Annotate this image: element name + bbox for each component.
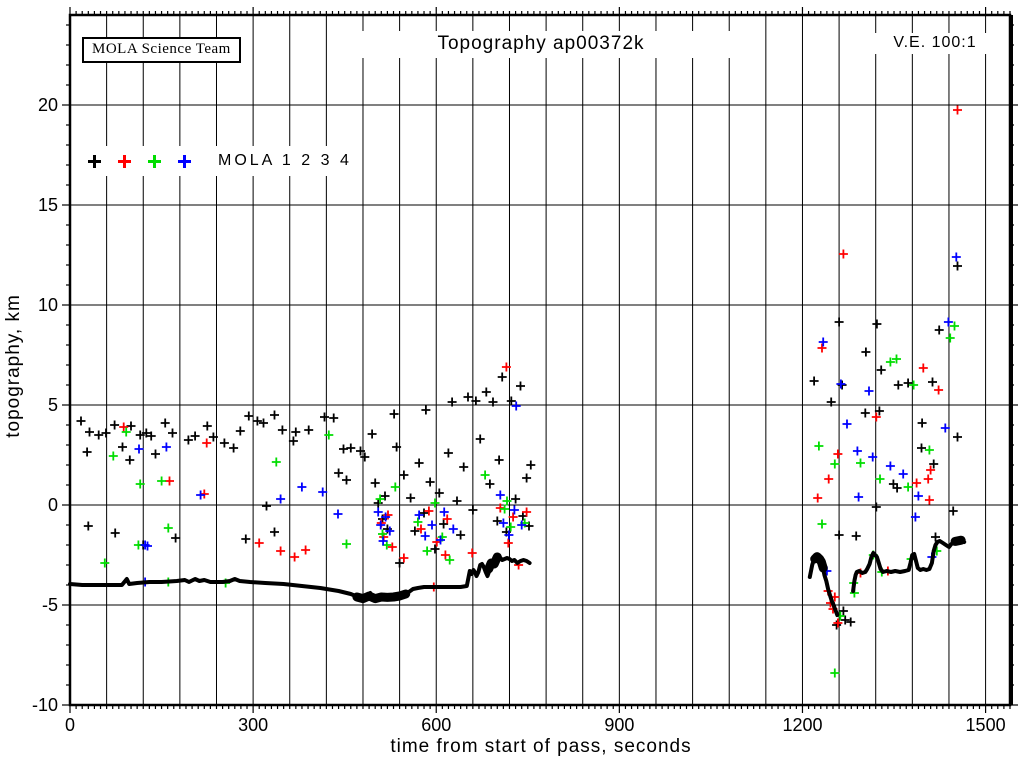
- y-tick-labels: -10 -5 0 5 10 15 20: [32, 95, 58, 715]
- svg-text:-5: -5: [42, 595, 58, 615]
- x-tick-labels: 0 300 600 900 1200 1500: [65, 715, 1006, 735]
- vertical-exaggeration-label: V.E. 100:1: [870, 33, 1000, 54]
- legend-label: MOLA 1 2 3 4: [218, 152, 352, 169]
- svg-text:5: 5: [48, 395, 58, 415]
- x-axis-label: time from start of pass, seconds: [390, 736, 692, 757]
- plus-marker-icon: [88, 154, 101, 168]
- svg-text:20: 20: [38, 95, 58, 115]
- scatter-series-mola-3: [100, 321, 959, 678]
- scatter-series-mola-1: [76, 261, 962, 630]
- svg-text:0: 0: [48, 495, 58, 515]
- svg-text:0: 0: [65, 715, 75, 735]
- grid-lines: [70, 15, 1010, 705]
- svg-text:-10: -10: [32, 695, 58, 715]
- svg-text:10: 10: [38, 295, 58, 315]
- chart-title: Topography ap00372k: [341, 31, 741, 58]
- plot-frame: [68, 13, 1013, 707]
- plus-marker-icon: [118, 154, 131, 168]
- svg-text:1200: 1200: [782, 715, 822, 735]
- topography-trace: [68, 535, 967, 617]
- axis-ticks: [62, 7, 1018, 713]
- svg-text:15: 15: [38, 195, 58, 215]
- scatter-series-mola-2: [119, 105, 962, 628]
- scatter-series-mola-4: [134, 252, 961, 587]
- plus-marker-icon: [178, 154, 191, 168]
- legend: MOLA 1 2 3 4: [86, 146, 362, 176]
- credit-box: MOLA Science Team: [82, 37, 241, 63]
- svg-text:900: 900: [604, 715, 634, 735]
- plus-marker-icon: [148, 154, 161, 168]
- y-axis-label: topography, km: [3, 294, 24, 438]
- svg-text:300: 300: [238, 715, 268, 735]
- svg-text:600: 600: [421, 715, 451, 735]
- svg-text:1500: 1500: [966, 715, 1006, 735]
